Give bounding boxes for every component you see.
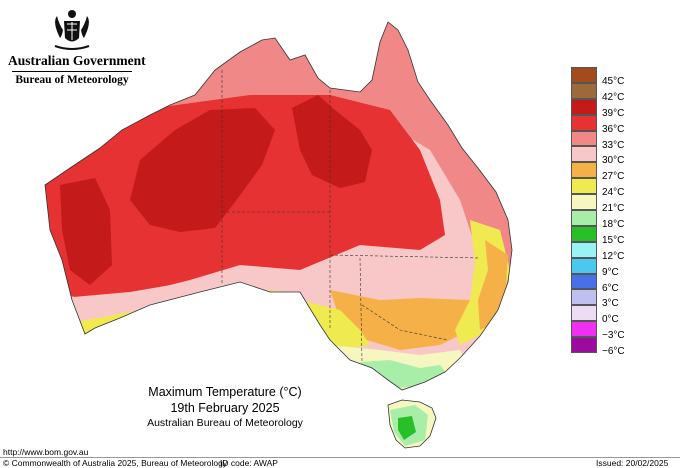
footer-issued: Issued: 20/02/2025 bbox=[596, 458, 669, 468]
map-title-main: Maximum Temperature (°C) bbox=[148, 385, 302, 399]
legend-item: 45°C bbox=[571, 67, 641, 87]
logo-divider bbox=[12, 71, 132, 72]
legend-label: 42°C bbox=[602, 91, 625, 103]
legend-item: 21°C bbox=[571, 194, 641, 214]
legend-label: 33°C bbox=[602, 139, 625, 151]
government-logo: Australian Government Bureau of Meteorol… bbox=[8, 8, 146, 86]
legend-label: 15°C bbox=[602, 234, 625, 246]
legend-swatch bbox=[571, 289, 597, 306]
footer-copyright: © Commonwealth of Australia 2025, Bureau… bbox=[3, 458, 228, 468]
tasmania-coastline bbox=[387, 399, 437, 449]
legend-label: 0°C bbox=[602, 314, 619, 326]
legend-swatch bbox=[571, 67, 597, 83]
legend-swatch bbox=[571, 178, 597, 195]
legend-label: 21°C bbox=[602, 203, 625, 215]
legend-swatch bbox=[571, 82, 597, 99]
legend-label: 9°C bbox=[602, 266, 619, 278]
legend-item: 18°C bbox=[571, 210, 641, 230]
legend-swatch bbox=[571, 146, 597, 163]
legend-swatch bbox=[571, 98, 597, 115]
map-date: 19th February 2025 bbox=[170, 401, 280, 415]
legend-item: 30°C bbox=[571, 146, 641, 166]
footer-url: http://www.bom.gov.au bbox=[3, 447, 89, 457]
legend-swatch bbox=[571, 162, 597, 179]
government-name: Australian Government bbox=[8, 53, 146, 68]
legend-swatch bbox=[571, 337, 597, 354]
legend-label: −3°C bbox=[602, 330, 625, 342]
coat-of-arms-icon bbox=[54, 10, 90, 50]
legend-swatch bbox=[571, 225, 597, 242]
legend-label: 39°C bbox=[602, 107, 625, 119]
legend-swatch bbox=[571, 194, 597, 211]
mainland-coastline bbox=[44, 21, 513, 391]
legend-item: 33°C bbox=[571, 130, 641, 150]
legend-label: 24°C bbox=[602, 187, 625, 199]
legend-item: 36°C bbox=[571, 114, 641, 134]
legend-label: 12°C bbox=[602, 250, 625, 262]
legend-item: 24°C bbox=[571, 178, 641, 198]
state-borders bbox=[221, 70, 481, 363]
legend-label: 27°C bbox=[602, 171, 625, 183]
legend-item: 9°C bbox=[571, 257, 641, 277]
legend-item: 12°C bbox=[571, 241, 641, 261]
legend-item: 27°C bbox=[571, 162, 641, 182]
legend-label: −6°C bbox=[602, 346, 625, 358]
legend-label: 6°C bbox=[602, 282, 619, 294]
legend-item: −6°C bbox=[571, 337, 641, 357]
agency-name: Bureau of Meteorology bbox=[15, 74, 129, 86]
legend-swatch bbox=[571, 321, 597, 338]
footer-divider bbox=[0, 457, 680, 458]
legend-label: 30°C bbox=[602, 155, 625, 167]
legend-label: 18°C bbox=[602, 219, 625, 231]
legend-swatch bbox=[571, 257, 597, 274]
legend-swatch bbox=[571, 273, 597, 290]
legend-item: −3°C bbox=[571, 321, 641, 341]
legend-item: 39°C bbox=[571, 98, 641, 118]
legend-item: 15°C bbox=[571, 225, 641, 245]
legend-item: 3°C bbox=[571, 289, 641, 309]
legend-label: 45°C bbox=[602, 76, 625, 87]
legend-swatch bbox=[571, 114, 597, 131]
temperature-legend: 45°C 42°C 39°C 36°C 33°C 30°C 27°C 24°C 21°C 18°C… bbox=[571, 67, 641, 357]
legend-swatch bbox=[571, 305, 597, 322]
map-title: Maximum Temperature (°C) 19th February 2… bbox=[140, 385, 310, 429]
legend-swatch bbox=[571, 210, 597, 226]
legend-swatch bbox=[571, 241, 597, 258]
legend-label: 3°C bbox=[602, 298, 619, 310]
legend-swatch bbox=[571, 130, 597, 147]
legend-item: 6°C bbox=[571, 273, 641, 293]
map-org: Australian Bureau of Meteorology bbox=[147, 417, 303, 429]
legend-label: 36°C bbox=[602, 123, 625, 135]
legend-item: 0°C bbox=[571, 305, 641, 325]
legend-item: 42°C bbox=[571, 82, 641, 102]
footer-id-code: ID code: AWAP bbox=[220, 458, 278, 468]
